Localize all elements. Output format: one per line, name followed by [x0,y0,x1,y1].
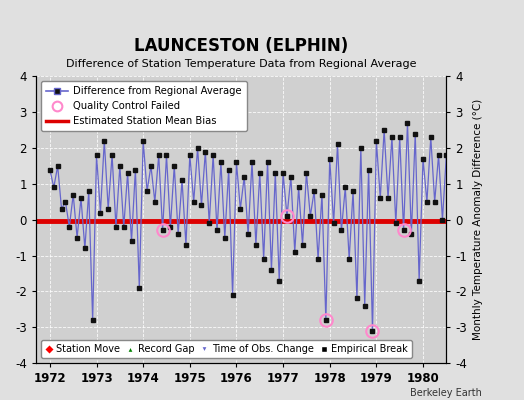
Title: LAUNCESTON (ELPHIN): LAUNCESTON (ELPHIN) [134,37,348,55]
Text: Difference of Station Temperature Data from Regional Average: Difference of Station Temperature Data f… [66,59,417,69]
Y-axis label: Monthly Temperature Anomaly Difference (°C): Monthly Temperature Anomaly Difference (… [473,99,483,340]
Text: Berkeley Earth: Berkeley Earth [410,388,482,398]
Legend: Station Move, Record Gap, Time of Obs. Change, Empirical Break: Station Move, Record Gap, Time of Obs. C… [41,340,412,358]
